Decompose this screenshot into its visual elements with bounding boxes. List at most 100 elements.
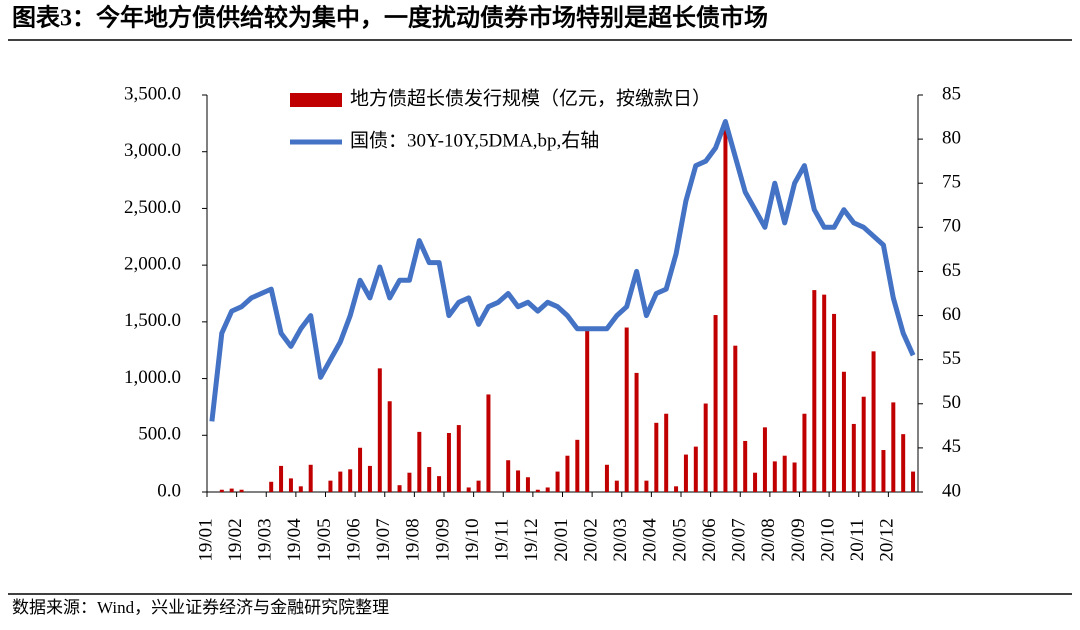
x-tick-label: 19/11 — [492, 519, 513, 562]
bar — [328, 480, 333, 492]
bar — [624, 327, 629, 492]
x-tick-label: 19/05 — [314, 518, 335, 561]
bar — [239, 489, 244, 492]
bar — [911, 471, 916, 492]
x-tick-label: 20/07 — [729, 518, 750, 561]
bar — [367, 465, 372, 492]
bar — [614, 480, 619, 492]
x-tick-label: 19/08 — [403, 518, 424, 561]
y-tick-label: 2,500.0 — [124, 197, 181, 218]
bar — [753, 472, 758, 492]
y2-tick-label: 60 — [942, 304, 961, 325]
legend-label: 国债：30Y-10Y,5DMA,bp,右轴 — [350, 129, 599, 151]
x-tick-label: 19/03 — [255, 518, 276, 561]
x-tick-label: 19/01 — [195, 518, 216, 561]
bar — [802, 413, 807, 492]
x-tick-label: 19/12 — [521, 518, 542, 561]
x-tick-label: 20/09 — [788, 518, 809, 561]
chart-title: 图表3：今年地方债供给较为集中，一度扰动债券市场特别是超长债市场 — [12, 4, 768, 32]
bar — [437, 476, 442, 492]
bar — [634, 372, 639, 492]
bar — [338, 471, 343, 492]
bar — [703, 403, 708, 492]
bar — [348, 469, 353, 492]
bar — [407, 472, 412, 492]
y-tick-label: 1,500.0 — [124, 310, 181, 331]
bar — [723, 129, 728, 492]
bar — [743, 440, 748, 492]
legend-swatch — [290, 93, 342, 107]
y2-tick-label: 40 — [942, 480, 961, 501]
bar — [713, 315, 718, 492]
y2-tick-label: 85 — [942, 83, 961, 104]
y-tick-label: 3,000.0 — [124, 140, 181, 161]
bar — [219, 489, 224, 492]
bar — [466, 487, 471, 492]
y-tick-label: 500.0 — [138, 424, 181, 445]
bar — [516, 470, 521, 492]
x-tick-label: 19/09 — [432, 518, 453, 561]
y2-tick-label: 50 — [942, 392, 961, 413]
y-tick-label: 1,000.0 — [124, 367, 181, 388]
bar — [861, 396, 866, 492]
y-tick-label: 3,500.0 — [124, 83, 181, 104]
bar — [525, 477, 530, 492]
bar — [881, 450, 886, 492]
bar — [456, 425, 461, 492]
x-tick-label: 19/04 — [284, 518, 305, 562]
x-tick-label: 20/08 — [758, 518, 779, 561]
bar — [841, 371, 846, 492]
x-tick-label: 20/01 — [551, 518, 572, 561]
bar — [308, 464, 313, 492]
bar — [269, 481, 274, 492]
bar — [565, 455, 570, 492]
y2-tick-label: 75 — [942, 172, 961, 193]
line — [209, 119, 916, 422]
bar — [832, 313, 837, 492]
x-tick-label: 19/06 — [343, 518, 364, 561]
bar — [288, 478, 293, 492]
bar — [674, 486, 679, 492]
bar — [535, 489, 540, 492]
x-tick-label: 20/05 — [669, 518, 690, 561]
y2-tick-label: 80 — [942, 127, 961, 148]
x-tick-label: 20/02 — [580, 518, 601, 561]
y-tick-label: 2,000.0 — [124, 254, 181, 275]
bar — [427, 467, 432, 492]
bar — [851, 423, 856, 492]
bar — [575, 439, 580, 492]
x-tick-label: 20/10 — [817, 518, 838, 561]
legend-label: 地方债超长债发行规模（亿元，按缴款日） — [350, 87, 711, 109]
bar — [782, 455, 787, 492]
bar — [377, 368, 382, 492]
bar — [644, 480, 649, 492]
bar — [901, 434, 906, 492]
bar — [476, 480, 481, 492]
bar — [387, 401, 392, 492]
bar — [871, 351, 876, 492]
x-tick-label: 19/07 — [373, 518, 394, 561]
y2-tick-label: 65 — [942, 260, 961, 281]
bar — [733, 345, 738, 492]
bar — [486, 394, 491, 492]
bar — [555, 471, 560, 492]
bar — [585, 327, 590, 492]
x-tick-label: 20/04 — [640, 518, 661, 562]
bar — [654, 422, 659, 492]
x-tick-label: 19/02 — [225, 518, 246, 561]
x-tick-label: 20/12 — [877, 518, 898, 561]
source: 数据来源：Wind，兴业证券经济与金融研究院整理 — [12, 598, 389, 617]
bar — [812, 290, 817, 492]
bar — [772, 461, 777, 492]
x-tick-label: 19/10 — [462, 518, 483, 561]
bar — [279, 465, 284, 492]
bar — [664, 413, 669, 492]
bar — [358, 447, 363, 492]
x-tick-label: 20/06 — [699, 518, 720, 561]
y2-tick-label: 70 — [942, 216, 961, 237]
bar — [604, 464, 609, 492]
bar — [822, 294, 827, 492]
bar — [298, 486, 303, 492]
